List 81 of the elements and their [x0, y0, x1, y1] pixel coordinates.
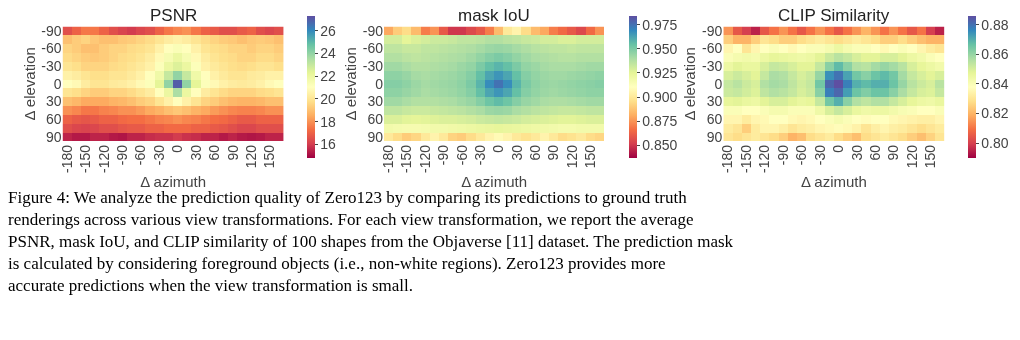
y-tick-label: -90: [41, 22, 62, 39]
color-bar-label: 0.925: [642, 64, 678, 81]
x-tick-label: 30: [848, 144, 865, 161]
color-bar-label: 0.88: [981, 16, 1009, 33]
x-tick-label: 0: [490, 144, 507, 153]
x-tick-label: -180: [58, 144, 75, 173]
y-tick-label: 30: [45, 93, 62, 110]
y-tick-label: -90: [362, 22, 384, 39]
x-tick-label: -150: [737, 144, 754, 173]
x-axis-title: Δ azimuth: [800, 172, 867, 190]
x-tick-label: 60: [206, 144, 223, 161]
y-axis-title: Δ elevation: [681, 47, 699, 121]
x-tick-label: 120: [243, 144, 260, 169]
x-tick-label: -60: [132, 144, 149, 166]
color-bar-label: 0.875: [642, 113, 678, 130]
y-tick-label: -60: [702, 40, 723, 57]
x-tick-label: 120: [563, 144, 580, 169]
x-tick-label: -90: [774, 144, 791, 166]
x-tick-label: 120: [903, 144, 920, 169]
x-tick-label: -60: [453, 144, 470, 166]
color-bar-label: 0.84: [981, 75, 1009, 92]
y-tick-label: -60: [41, 40, 62, 57]
x-tick-label: -180: [719, 144, 736, 173]
color-bar-label: 0.86: [981, 46, 1009, 63]
color-bar-label: 24: [320, 45, 337, 62]
color-bar-label: 22: [320, 68, 337, 85]
y-tick-label: -30: [362, 58, 384, 75]
x-tick-label: -90: [114, 144, 131, 166]
x-tick-label: -120: [416, 144, 433, 173]
color-bar-label: 0.950: [642, 40, 678, 57]
y-tick-label: 60: [706, 110, 723, 127]
x-tick-label: -30: [811, 144, 828, 166]
x-tick-label: 90: [885, 144, 902, 161]
x-tick-label: 0: [830, 144, 847, 153]
y-tick-label: 30: [706, 93, 723, 110]
chart-title: PSNR: [150, 6, 198, 25]
x-tick-label: 150: [922, 144, 939, 169]
color-bar-label: 0.975: [642, 16, 678, 33]
x-axis-title: Δ azimuth: [461, 172, 528, 190]
x-tick-label: -60: [793, 144, 810, 166]
color-bar-label: 0.900: [642, 89, 678, 105]
x-tick-label: -120: [95, 144, 112, 173]
y-axis-title: Δ elevation: [20, 47, 38, 121]
y-axis-title: Δ elevation: [342, 47, 360, 121]
y-tick-label: 0: [714, 75, 723, 92]
color-bar-label: 0.850: [642, 137, 678, 154]
y-tick-label: 0: [375, 75, 384, 92]
x-tick-label: 60: [526, 144, 543, 161]
color-bar-label: 26: [320, 22, 337, 39]
x-tick-label: -150: [398, 144, 415, 173]
caption: Figure 4: We analyze the prediction quality of Zero123 by comparing its predictions to ground truth renderings across various view transformations. For each view transformation, we report the average PSNR, mask IoU, and CLIP similarity of 100 shapes from the Objaverse [11] dataset. The prediction mask is calculated by considering foreground objects (i.e., non-white regions). Zero123 provides more accurate predictions when the view transformation is small.: [8, 188, 734, 296]
x-tick-label: 90: [224, 144, 241, 161]
y-tick-label: 60: [367, 110, 384, 127]
x-tick-label: -180: [380, 144, 397, 173]
x-tick-label: -30: [471, 144, 488, 166]
y-tick-label: -60: [362, 40, 384, 57]
y-tick-label: -90: [702, 22, 723, 39]
x-tick-label: -90: [435, 144, 452, 166]
y-tick-label: 0: [53, 75, 62, 92]
x-tick-label: 150: [261, 144, 278, 169]
y-tick-label: 60: [45, 110, 62, 127]
x-tick-label: -150: [77, 144, 94, 173]
x-tick-label: -120: [756, 144, 773, 173]
x-tick-label: 30: [508, 144, 525, 161]
y-tick-label: -30: [702, 58, 723, 75]
y-tick-label: 30: [367, 93, 384, 110]
x-tick-label: 30: [187, 144, 204, 161]
x-axis-title: Δ azimuth: [140, 172, 207, 190]
x-tick-label: -30: [150, 144, 167, 166]
color-bar-label: 20: [320, 90, 337, 107]
x-tick-label: 0: [169, 144, 186, 153]
x-tick-label: 60: [866, 144, 883, 161]
color-bar-label: 18: [320, 113, 337, 130]
color-bar-label: 0.82: [981, 105, 1009, 122]
y-tick-label: -30: [41, 58, 62, 75]
color-bar-label: 16: [320, 136, 337, 153]
color-bar-label: 0.80: [981, 135, 1009, 152]
chart-title: CLIP Similarity: [778, 6, 890, 25]
x-tick-label: 90: [545, 144, 562, 161]
x-tick-label: 150: [582, 144, 599, 169]
chart-title: mask IoU: [458, 6, 530, 25]
